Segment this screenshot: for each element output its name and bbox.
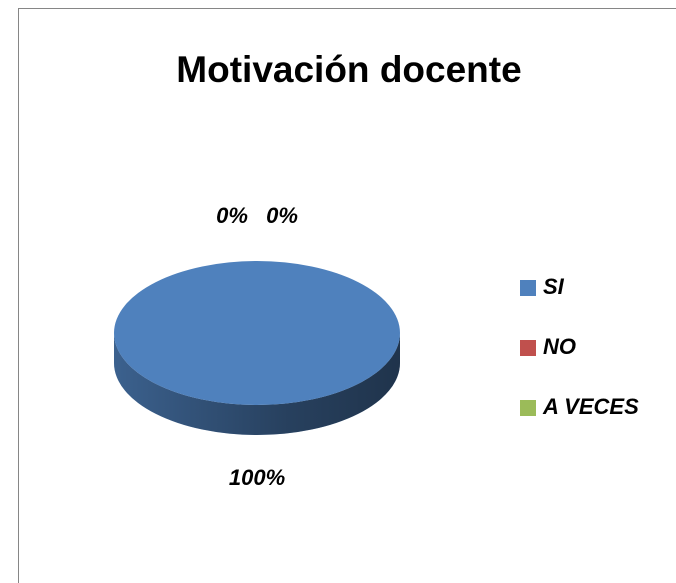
- data-label: 100%: [229, 465, 285, 490]
- legend-swatch: [520, 400, 536, 416]
- chart-title: Motivación docente: [176, 49, 521, 90]
- legend-swatch: [520, 280, 536, 296]
- legend-label: SI: [543, 274, 565, 299]
- legend-label: NO: [543, 334, 576, 359]
- pie-side-shade: [114, 333, 400, 435]
- pie-slice: [114, 261, 400, 405]
- legend-label: A VECES: [542, 394, 639, 419]
- data-label: 0%: [216, 203, 248, 228]
- data-label: 0%: [266, 203, 298, 228]
- legend-swatch: [520, 340, 536, 356]
